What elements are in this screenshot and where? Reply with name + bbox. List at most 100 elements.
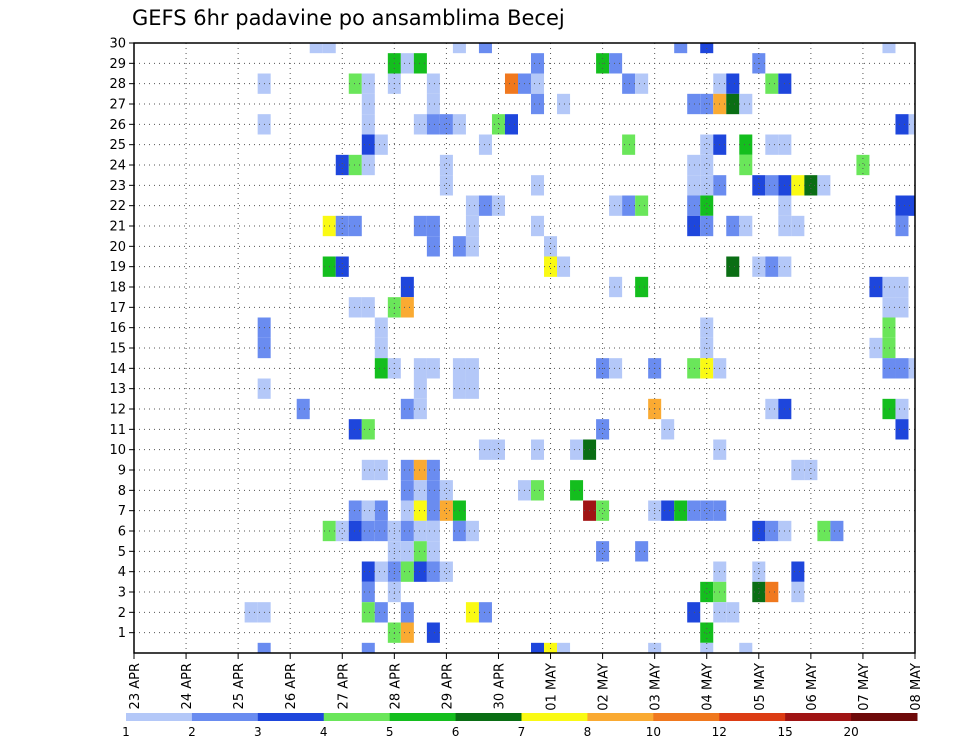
heatmap-cell	[648, 642, 662, 653]
x-tick-label: 08 MAY	[909, 663, 924, 711]
heatmap-cell	[531, 73, 545, 94]
y-tick-label: 16	[109, 321, 126, 336]
y-tick-label: 21	[109, 220, 126, 235]
heatmap-cell	[752, 520, 766, 542]
heatmap-cell	[426, 500, 440, 521]
heatmap-cell	[439, 175, 453, 196]
legend-swatch	[653, 713, 720, 721]
heatmap-cell	[426, 459, 440, 481]
heatmap-cell	[361, 520, 375, 542]
heatmap-cell	[348, 154, 362, 176]
heatmap-cell	[687, 358, 701, 379]
legend-swatch	[719, 713, 786, 721]
heatmap-cell	[374, 337, 388, 359]
heatmap-cell	[830, 520, 844, 542]
x-tick-label: 24 APR	[180, 663, 195, 709]
heatmap-cell	[348, 215, 362, 237]
heatmap-cell	[531, 53, 545, 74]
heatmap-cell	[257, 642, 271, 653]
x-tick-label: 28 APR	[388, 663, 403, 709]
legend-swatch	[587, 713, 654, 721]
heatmap-cell	[700, 215, 714, 237]
x-tick-label: 26 APR	[284, 663, 299, 709]
heatmap-cell	[687, 175, 701, 196]
heatmap-cell	[413, 358, 427, 379]
heatmap-cell	[687, 154, 701, 176]
heatmap-cell	[413, 500, 427, 521]
x-tick-label: 05 MAY	[753, 663, 768, 711]
heatmap-cell	[465, 602, 479, 623]
heatmap-cell	[895, 114, 909, 135]
heatmap-cell	[504, 114, 518, 135]
heatmap-cell	[544, 642, 558, 653]
heatmap-cell	[726, 256, 740, 277]
y-tick-label: 27	[109, 98, 126, 113]
heatmap-cell	[869, 337, 883, 359]
heatmap-cell	[752, 256, 766, 277]
heatmap-cell	[309, 43, 323, 54]
heatmap-cell	[478, 43, 492, 54]
y-tick-label: 14	[109, 362, 126, 377]
heatmap-cell	[531, 480, 545, 501]
heatmap-cell	[361, 154, 375, 176]
heatmap-cell	[895, 297, 909, 318]
heatmap-cells	[244, 43, 915, 653]
heatmap-cell	[609, 195, 623, 216]
heatmap-cell	[426, 93, 440, 115]
heatmap-cell	[596, 541, 610, 562]
legend-level-label: 5	[386, 725, 394, 739]
heatmap-cell	[700, 175, 714, 196]
heatmap-cell	[674, 43, 688, 54]
x-tick-label: 04 MAY	[701, 663, 716, 711]
x-axis: 23 APR 24 APR 25 APR 26 APR 27 APR 28 APR 29 A…	[128, 653, 924, 711]
heatmap-cell	[661, 500, 675, 521]
x-tick-label: 25 APR	[232, 663, 247, 709]
heatmap-cell	[895, 398, 909, 420]
heatmap-cell	[791, 561, 805, 582]
heatmap-cell	[739, 215, 753, 237]
heatmap-cell	[700, 500, 714, 521]
heatmap-cell	[700, 317, 714, 338]
heatmap-cell	[908, 195, 915, 216]
heatmap-cell	[895, 195, 909, 216]
legend-swatch	[851, 713, 918, 721]
heatmap-cell	[361, 73, 375, 94]
legend-swatch	[389, 713, 457, 721]
x-tick-label: 29 APR	[440, 663, 455, 709]
heatmap-cell	[361, 297, 375, 318]
heatmap-cell	[882, 358, 896, 379]
heatmap-cell	[882, 276, 896, 298]
heatmap-cell	[687, 195, 701, 216]
heatmap-cell	[439, 500, 453, 521]
y-tick-label: 7	[118, 504, 126, 519]
y-tick-label: 9	[118, 464, 126, 479]
heatmap-cell	[635, 541, 649, 562]
heatmap-cell	[400, 561, 414, 582]
heatmap-cell	[765, 398, 779, 420]
y-tick-label: 18	[109, 281, 126, 296]
heatmap-cell	[609, 358, 623, 379]
heatmap-cell	[765, 175, 779, 196]
heatmap-cell	[335, 215, 349, 237]
legend-swatch	[785, 713, 852, 721]
heatmap-cell	[557, 642, 571, 653]
heatmap-cell	[361, 602, 375, 623]
heatmap-cell	[908, 114, 915, 135]
y-tick-label: 5	[118, 545, 126, 560]
heatmap-cell	[895, 215, 909, 237]
heatmap-cell	[531, 439, 545, 460]
heatmap-cell	[452, 43, 466, 54]
heatmap-cell	[726, 215, 740, 237]
legend-swatch	[257, 713, 325, 721]
x-tick-label: 03 MAY	[649, 663, 664, 711]
heatmap-cell	[374, 561, 388, 582]
x-tick-label: 30 APR	[492, 663, 507, 709]
heatmap-cell	[817, 175, 831, 196]
heatmap-cell	[557, 93, 571, 115]
heatmap-cell	[465, 358, 479, 379]
heatmap-cell	[374, 317, 388, 338]
y-tick-label: 20	[109, 240, 126, 255]
y-tick-label: 30	[109, 37, 126, 52]
heatmap-cell	[570, 439, 584, 460]
heatmap-cell	[635, 73, 649, 94]
